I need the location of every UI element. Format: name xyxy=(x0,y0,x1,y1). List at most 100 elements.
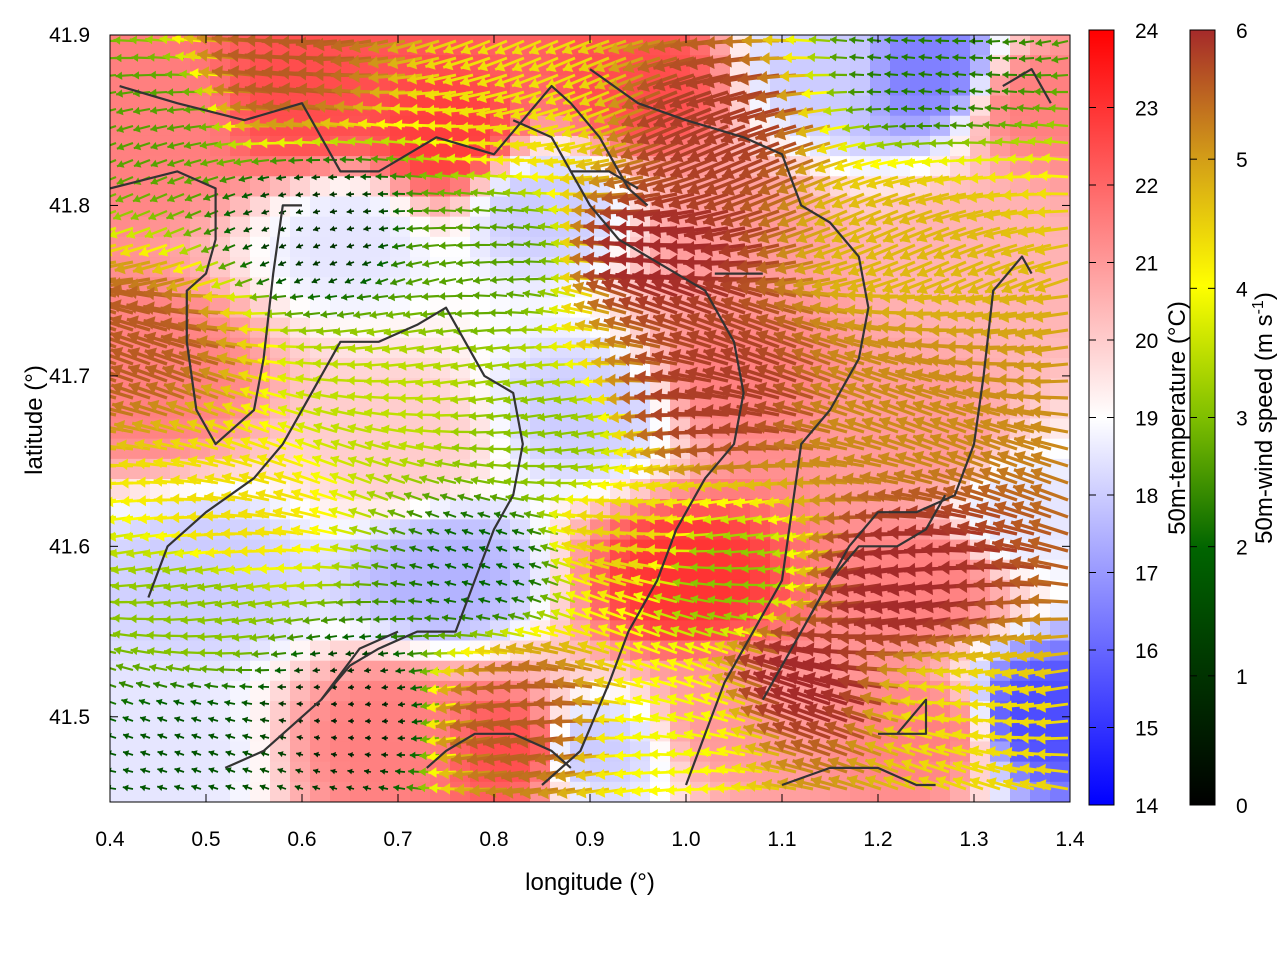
heatmap-cell xyxy=(110,661,131,682)
heatmap-cell xyxy=(430,560,451,581)
heatmap-cell xyxy=(430,318,451,339)
heatmap-cell xyxy=(910,96,931,117)
heatmap-cell xyxy=(450,419,471,440)
heatmap-cell xyxy=(250,217,271,238)
heatmap-cell xyxy=(390,217,411,238)
heatmap-cell xyxy=(1050,560,1071,581)
heatmap-cell xyxy=(230,217,251,238)
heatmap-cell xyxy=(990,358,1011,379)
heatmap-cell xyxy=(450,196,471,217)
wind-arrow-head xyxy=(100,178,108,186)
heatmap-cell xyxy=(250,721,271,742)
wind-arrow-head xyxy=(77,275,88,288)
wind-arrow-head xyxy=(77,347,89,360)
heatmap-cell xyxy=(150,661,171,682)
heatmap-cell xyxy=(510,358,531,379)
heatmap-cell xyxy=(330,721,351,742)
heatmap-cell xyxy=(530,297,551,318)
heatmap-cell xyxy=(270,782,291,803)
heatmap-cell xyxy=(250,641,271,662)
wind-arrow-head xyxy=(80,260,91,273)
wind-arrow-head xyxy=(93,283,105,296)
heatmap-cell xyxy=(890,35,911,56)
wind-arrow-head xyxy=(97,421,108,434)
wind-arrow-head xyxy=(99,663,106,671)
wind-arrow-head xyxy=(76,282,88,295)
heatmap-cell xyxy=(250,681,271,702)
heatmap-cell xyxy=(130,620,151,641)
heatmap-cell xyxy=(430,196,451,217)
heatmap-cell xyxy=(390,641,411,662)
heatmap-cell xyxy=(1050,318,1071,339)
heatmap-cell xyxy=(410,681,431,702)
heatmap-cell xyxy=(310,196,331,217)
heatmap-cell xyxy=(170,741,191,762)
heatmap-cell xyxy=(850,96,871,117)
heatmap-cell xyxy=(1010,75,1031,96)
wind-arrow-head xyxy=(99,90,106,98)
heatmap-cell xyxy=(870,96,891,117)
heatmap-cell xyxy=(270,136,291,157)
heatmap-cell xyxy=(750,580,771,601)
heatmap-cell xyxy=(330,196,351,217)
heatmap-cell xyxy=(170,701,191,722)
heatmap-cell xyxy=(150,116,171,137)
heatmap-cell xyxy=(370,217,391,238)
heatmap-cell xyxy=(390,560,411,581)
wind-arrow-head xyxy=(85,245,95,256)
heatmap-cell xyxy=(910,681,931,702)
heatmap-cell xyxy=(170,762,191,783)
heatmap-cell xyxy=(470,257,491,278)
heatmap-cell xyxy=(150,540,171,561)
wind-arrow-head xyxy=(94,347,106,360)
heatmap-cell xyxy=(190,580,211,601)
wind-arrow-head xyxy=(98,195,106,203)
wind-arrow-head xyxy=(95,401,107,414)
heatmap-cell xyxy=(490,560,511,581)
heatmap-cell xyxy=(330,136,351,157)
heatmap-cell xyxy=(250,237,271,258)
heatmap-cell xyxy=(450,257,471,278)
heatmap-cell xyxy=(350,257,371,278)
wind-arrow-head xyxy=(98,54,105,63)
heatmap-cell xyxy=(270,196,291,217)
wind-arrow-head xyxy=(82,441,92,453)
heatmap-cell xyxy=(370,782,391,803)
heatmap-cell xyxy=(330,257,351,278)
heatmap-cell xyxy=(290,661,311,682)
heatmap-cell xyxy=(390,782,411,803)
wind-arrow-head xyxy=(96,629,104,638)
wind-arrow-head xyxy=(96,613,103,622)
heatmap-cell xyxy=(610,519,631,540)
wind-arrow-head xyxy=(100,125,107,133)
heatmap-cell xyxy=(310,762,331,783)
heatmap-cell xyxy=(290,580,311,601)
heatmap-cell xyxy=(470,620,491,641)
heatmap-cell xyxy=(110,540,131,561)
heatmap-cell xyxy=(470,237,491,258)
heatmap-cell xyxy=(310,257,331,278)
heatmap-cell xyxy=(330,398,351,419)
heatmap-cell xyxy=(430,257,451,278)
heatmap-cell xyxy=(370,560,391,581)
wind-arrow-head xyxy=(94,364,106,377)
heatmap-cell xyxy=(410,560,431,581)
heatmap-cell xyxy=(130,741,151,762)
wind-arrow-head xyxy=(86,479,95,490)
heatmap-cell xyxy=(910,75,931,96)
heatmap-cell xyxy=(310,701,331,722)
heatmap-cell xyxy=(1050,136,1071,157)
wind-arrow-head xyxy=(99,72,106,80)
heatmap-cell xyxy=(270,580,291,601)
wind-arrow-head xyxy=(98,646,106,654)
heatmap-cell xyxy=(350,681,371,702)
heatmap-cell xyxy=(690,560,711,581)
heatmap-cell xyxy=(890,75,911,96)
heatmap-cell xyxy=(270,338,291,359)
wind-arrow-head xyxy=(94,330,106,343)
heatmap-cell xyxy=(950,136,971,157)
heatmap-cell xyxy=(230,580,251,601)
heatmap-cell xyxy=(110,580,131,601)
heatmap-cell xyxy=(410,96,431,117)
